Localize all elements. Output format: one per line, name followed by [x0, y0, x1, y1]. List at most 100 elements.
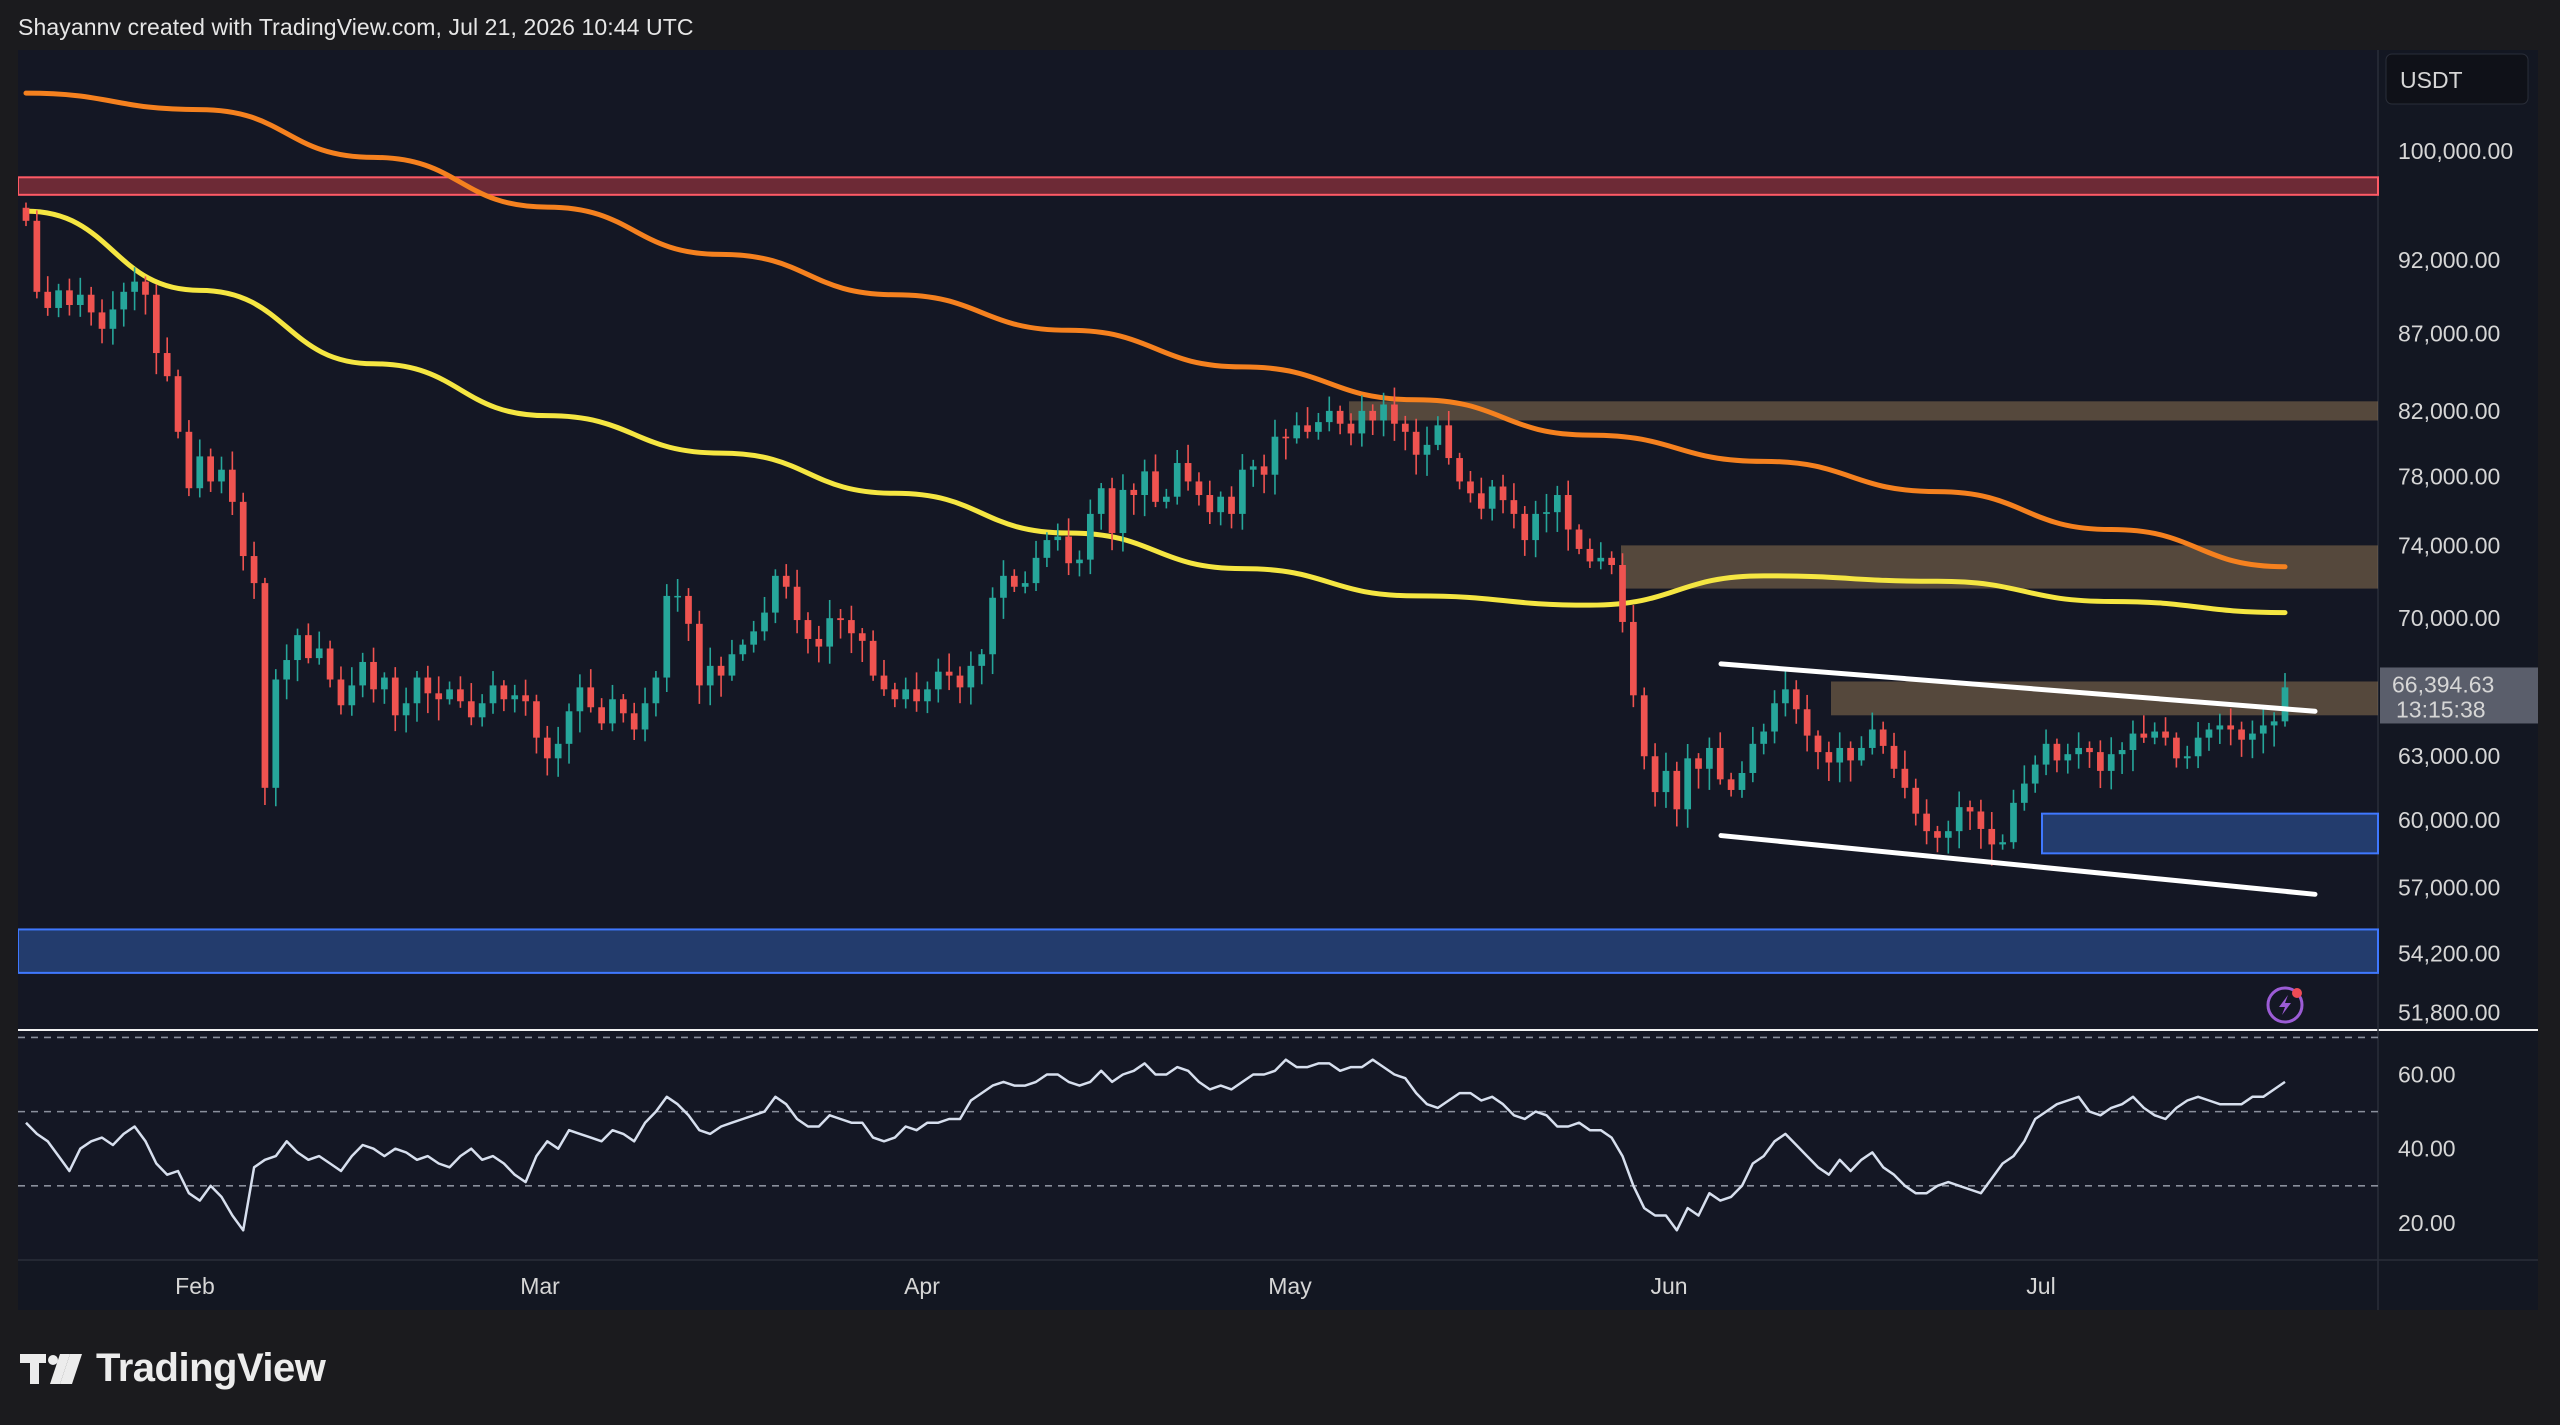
- candle-body[interactable]: [250, 556, 258, 584]
- candle-body[interactable]: [1760, 731, 1768, 744]
- candle-body[interactable]: [1184, 463, 1192, 482]
- candle-body[interactable]: [413, 677, 421, 704]
- candle-body[interactable]: [1499, 486, 1507, 501]
- candle-body[interactable]: [1586, 548, 1594, 562]
- candle-body[interactable]: [696, 623, 703, 686]
- candle-body[interactable]: [2129, 733, 2137, 751]
- candle-body[interactable]: [641, 703, 649, 730]
- candle-body[interactable]: [1304, 425, 1311, 432]
- alert-bolt-icon[interactable]: [2266, 986, 2304, 1024]
- candle-body[interactable]: [1988, 828, 1996, 845]
- candle-body[interactable]: [1021, 583, 1029, 587]
- candle-body[interactable]: [1217, 496, 1225, 513]
- candle-body[interactable]: [924, 689, 931, 702]
- candle-body[interactable]: [1260, 466, 1268, 475]
- candle-body[interactable]: [1228, 496, 1235, 514]
- candle-body[interactable]: [1054, 536, 1062, 541]
- candle-body[interactable]: [2042, 743, 2050, 765]
- candle-body[interactable]: [1684, 758, 1692, 810]
- candle-body[interactable]: [2259, 725, 2267, 734]
- candle-body[interactable]: [446, 689, 453, 700]
- candle-body[interactable]: [1456, 458, 1463, 482]
- candle-body[interactable]: [1445, 425, 1453, 459]
- candle-body[interactable]: [706, 665, 714, 686]
- candle-body[interactable]: [478, 703, 486, 718]
- candle-body[interactable]: [1825, 752, 1833, 763]
- candle-body[interactable]: [2183, 756, 2191, 759]
- candle-body[interactable]: [533, 701, 540, 738]
- candle-body[interactable]: [424, 677, 432, 694]
- candle-body[interactable]: [402, 703, 410, 716]
- candle-body[interactable]: [1510, 500, 1518, 514]
- candle-body[interactable]: [457, 689, 464, 702]
- candle-body[interactable]: [1879, 729, 1887, 746]
- candle-body[interactable]: [1325, 410, 1333, 423]
- candle-body[interactable]: [685, 595, 692, 624]
- candle-body[interactable]: [2140, 733, 2148, 738]
- candle-body[interactable]: [1630, 621, 1637, 696]
- candle-body[interactable]: [2227, 725, 2235, 730]
- candle-body[interactable]: [2031, 764, 2039, 784]
- moving-average-orange[interactable]: [23, 90, 2288, 570]
- candle-body[interactable]: [283, 660, 291, 680]
- candle-body[interactable]: [1955, 807, 1963, 832]
- candle-body[interactable]: [782, 575, 790, 587]
- candle-body[interactable]: [1521, 513, 1529, 541]
- candle-body[interactable]: [1901, 768, 1909, 788]
- candle-body[interactable]: [2281, 687, 2289, 722]
- candle-body[interactable]: [1391, 404, 1398, 424]
- candle-body[interactable]: [728, 654, 736, 676]
- tradingview-logo[interactable]: TradingView: [20, 1346, 326, 1391]
- candle-body[interactable]: [1065, 536, 1072, 564]
- resistance-zone[interactable]: [18, 176, 2379, 196]
- candle-body[interactable]: [587, 687, 595, 708]
- candle-body[interactable]: [761, 612, 768, 632]
- candle-body[interactable]: [120, 291, 128, 310]
- candle-body[interactable]: [1727, 779, 1735, 790]
- candle-body[interactable]: [1575, 529, 1583, 549]
- candle-body[interactable]: [2020, 783, 2028, 803]
- demand-zone[interactable]: [2041, 812, 2379, 855]
- candle-body[interactable]: [229, 469, 236, 502]
- candle-body[interactable]: [2118, 750, 2126, 755]
- candle-body[interactable]: [609, 699, 616, 724]
- candle-body[interactable]: [793, 586, 801, 621]
- candle-body[interactable]: [1619, 565, 1626, 622]
- candle-body[interactable]: [1814, 735, 1822, 753]
- candle-body[interactable]: [1858, 747, 1865, 761]
- candle-body[interactable]: [956, 675, 964, 688]
- candle-body[interactable]: [2216, 725, 2224, 730]
- candle-body[interactable]: [1847, 747, 1854, 761]
- candle-body[interactable]: [1336, 410, 1344, 424]
- candle-body[interactable]: [467, 701, 475, 718]
- candle-body[interactable]: [1836, 747, 1844, 763]
- candle-body[interactable]: [2270, 721, 2278, 726]
- candle-body[interactable]: [1010, 575, 1018, 587]
- candle-body[interactable]: [1662, 770, 1670, 793]
- candle-body[interactable]: [858, 633, 866, 641]
- candle-body[interactable]: [381, 677, 388, 690]
- candle-body[interactable]: [44, 291, 52, 308]
- currency-box[interactable]: [2385, 53, 2529, 105]
- candle-body[interactable]: [1564, 495, 1572, 530]
- candle-body[interactable]: [869, 640, 877, 676]
- candle-body[interactable]: [2194, 737, 2202, 757]
- candle-body[interactable]: [522, 695, 529, 702]
- candle-body[interactable]: [391, 677, 399, 716]
- candle-body[interactable]: [2249, 733, 2256, 740]
- candle-body[interactable]: [1923, 813, 1930, 832]
- candle-body[interactable]: [2097, 752, 2104, 771]
- candle-body[interactable]: [218, 469, 225, 482]
- candle-body[interactable]: [1086, 513, 1094, 560]
- candle-body[interactable]: [261, 583, 269, 788]
- candle-body[interactable]: [1358, 410, 1366, 434]
- candle-body[interactable]: [2238, 729, 2245, 740]
- candle-body[interactable]: [511, 695, 519, 700]
- candle-body[interactable]: [2086, 747, 2093, 753]
- candle-body[interactable]: [913, 689, 920, 702]
- candle-body[interactable]: [945, 671, 953, 676]
- candle-body[interactable]: [1401, 423, 1409, 432]
- candle-body[interactable]: [663, 595, 671, 678]
- candle-body[interactable]: [359, 661, 367, 686]
- candle-body[interactable]: [435, 693, 443, 700]
